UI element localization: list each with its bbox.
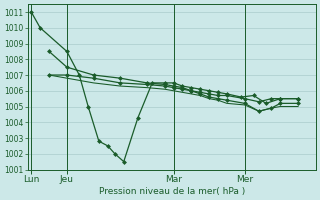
X-axis label: Pression niveau de la mer( hPa ): Pression niveau de la mer( hPa ) [99, 187, 245, 196]
